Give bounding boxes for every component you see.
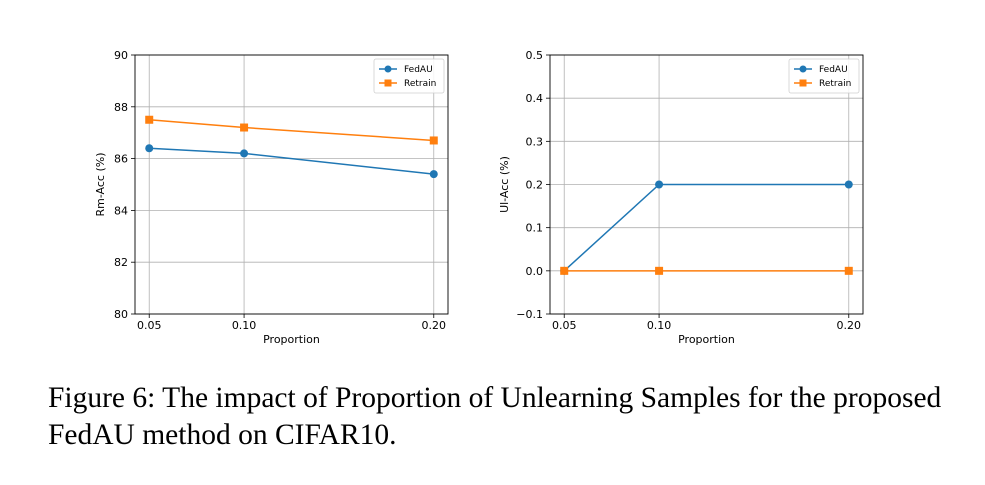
y-tick-label: 0.2 [526, 179, 544, 192]
series-line-fedau [149, 147, 434, 175]
x-tick-label: 0.20 [837, 319, 862, 332]
data-point-fedau [429, 170, 438, 179]
data-point-retrain [145, 115, 154, 124]
x-tick-label: 0.05 [552, 319, 577, 332]
data-point-retrain [844, 266, 853, 275]
figure-charts: 80 82 84 86 88 90 0.05 0.10 0.20 Proportion Rm-Acc… [94, 49, 864, 346]
chart-1: 80 82 84 86 88 90 0.05 0.10 0.20 Proportion Rm-Acc… [94, 49, 449, 346]
legend-label-retrain: Retrain [404, 79, 436, 89]
data-point-retrain [560, 266, 569, 275]
y-tick-label: 80 [114, 308, 128, 321]
y-tick-label: 0.5 [526, 49, 544, 62]
y-tick-label: 90 [114, 49, 128, 62]
legend-label-fedau: FedAU [404, 65, 433, 75]
data-point-retrain [655, 266, 664, 275]
x-tick-label: 0.10 [647, 319, 672, 332]
data-point-fedau [240, 149, 249, 158]
plot-frame [549, 54, 864, 315]
legend-marker-fedau [384, 65, 392, 73]
legend-label-fedau: FedAU [819, 65, 848, 75]
plot-frame [134, 54, 449, 315]
y-tick-label: 88 [114, 101, 128, 114]
x-tick-label: 0.05 [137, 319, 162, 332]
x-tick-label: 0.20 [422, 319, 447, 332]
x-axis-label: Proportion [263, 333, 320, 346]
data-point-fedau [844, 180, 853, 189]
y-tick-label: 0.0 [526, 265, 544, 278]
y-axis-label: Ul-Acc (%) [498, 156, 511, 213]
x-axis-label: Proportion [678, 333, 735, 346]
data-point-fedau [145, 144, 154, 153]
legend: FedAU Retrain [373, 58, 445, 94]
x-tick-label: 0.10 [232, 319, 257, 332]
y-tick-label: 86 [114, 153, 128, 166]
y-tick-label: 0.4 [526, 92, 544, 105]
y-tick-label: 0.1 [526, 222, 544, 235]
legend-marker-retrain [384, 79, 392, 87]
figure-caption: Figure 6: The impact of Proportion of Un… [48, 382, 942, 451]
data-point-retrain [240, 123, 249, 132]
data-point-retrain [429, 136, 438, 145]
series-line-retrain [149, 119, 434, 142]
y-tick-label: 84 [114, 204, 128, 217]
legend-marker-fedau [799, 65, 807, 73]
y-tick-label: 82 [114, 256, 128, 269]
chart-2: −0.1 0.0 0.1 0.2 0.3 0.4 0.5 0.05 0.10 0.20 Propor… [498, 49, 864, 346]
y-axis-label: Rm-Acc (%) [94, 152, 107, 216]
y-tick-label: −0.1 [516, 308, 543, 321]
legend-marker-retrain [799, 79, 807, 87]
y-tick-label: 0.3 [526, 135, 544, 148]
data-point-fedau [655, 180, 664, 189]
legend-label-retrain: Retrain [819, 79, 851, 89]
legend: FedAU Retrain [788, 58, 860, 94]
